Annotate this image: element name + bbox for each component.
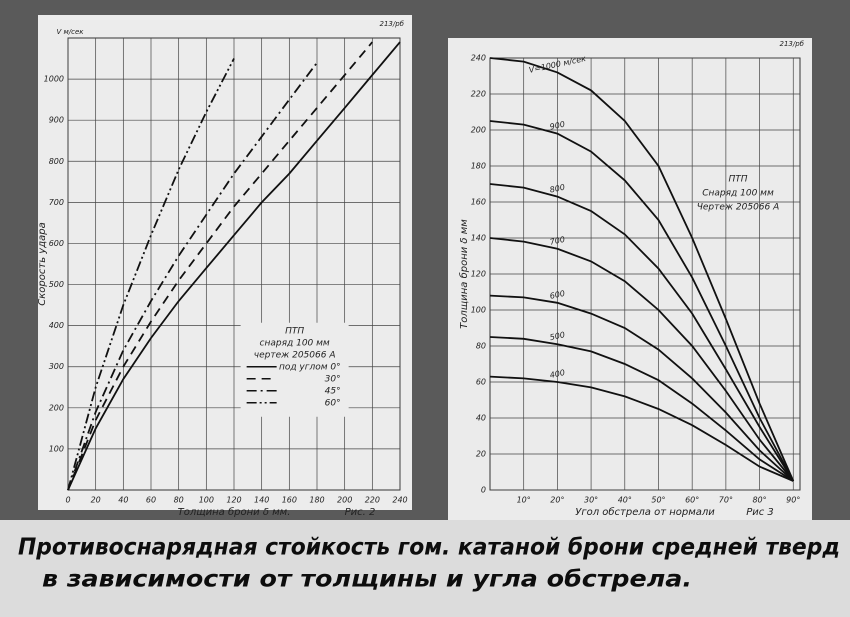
y-tick-label: 140 bbox=[471, 234, 486, 243]
caption-sheet bbox=[0, 520, 850, 617]
data-line bbox=[67, 41, 373, 491]
legend-label: 30° bbox=[325, 374, 341, 384]
y-tick-label: 700 bbox=[49, 198, 64, 207]
x-tick-label: 20 bbox=[91, 496, 101, 505]
legend-label: под углом 0° bbox=[279, 362, 341, 372]
x-tick-label: 160 bbox=[282, 496, 297, 505]
series-label: 800 bbox=[549, 183, 566, 195]
y-tick-label: 300 bbox=[49, 362, 64, 371]
data-line bbox=[489, 183, 795, 482]
caption-line: в зависимости от толщины и угла обстрела… bbox=[42, 567, 692, 593]
sheet-right bbox=[448, 38, 812, 520]
data-line bbox=[489, 57, 795, 482]
x-tick-label: 220 bbox=[365, 496, 380, 505]
x-axis-label: Толщина брони δ мм. bbox=[178, 506, 291, 518]
y-tick-label: 1000 bbox=[44, 75, 64, 84]
x-tick-label: 80 bbox=[174, 496, 184, 505]
unit-label: V м/сек bbox=[56, 28, 84, 36]
note: ПТП bbox=[728, 174, 747, 184]
y-tick-label: 600 bbox=[49, 239, 64, 248]
series-label: 400 bbox=[549, 368, 566, 380]
y-tick-label: 200 bbox=[471, 126, 486, 135]
y-tick-label: 80 bbox=[476, 342, 486, 351]
x-tick-label: 200 bbox=[337, 496, 352, 505]
y-tick-label: 800 bbox=[49, 157, 64, 166]
data-line bbox=[489, 294, 794, 482]
y-tick-label: 20 bbox=[476, 450, 486, 459]
y-tick-label: 0 bbox=[481, 486, 486, 495]
x-tick-label: 120 bbox=[226, 496, 241, 505]
y-axis-label: Скорость удара bbox=[37, 222, 48, 305]
x-tick-label: 40 bbox=[118, 496, 128, 505]
legend-title: ПТП bbox=[285, 326, 304, 336]
note: Чертеж 205066 А bbox=[697, 202, 780, 212]
legend-label: 45° bbox=[325, 386, 341, 396]
x-tick-label: 180 bbox=[309, 496, 324, 505]
y-tick-label: 220 bbox=[471, 90, 486, 99]
legend-title: чертеж 205066 А bbox=[254, 350, 336, 360]
y-tick-label: 900 bbox=[49, 116, 64, 125]
series-label: 700 bbox=[549, 235, 566, 247]
x-tick-label: 80° bbox=[752, 496, 766, 505]
figure-label: Рис 3 bbox=[746, 507, 774, 518]
x-tick-label: 60° bbox=[685, 496, 699, 505]
data-line bbox=[67, 58, 235, 491]
series-label: 900 bbox=[549, 120, 566, 132]
x-tick-label: 0 bbox=[65, 496, 70, 505]
y-tick-label: 200 bbox=[49, 403, 64, 412]
data-line bbox=[489, 120, 795, 482]
x-tick-label: 50° bbox=[651, 496, 665, 505]
x-tick-label: 20° bbox=[550, 496, 564, 505]
y-tick-label: 240 bbox=[471, 54, 486, 63]
legend-label: 60° bbox=[325, 398, 341, 408]
x-tick-label: 40° bbox=[618, 496, 632, 505]
x-tick-label: 10° bbox=[517, 496, 531, 505]
x-tick-label: 70° bbox=[719, 496, 733, 505]
y-tick-label: 100 bbox=[471, 306, 486, 315]
y-tick-label: 160 bbox=[471, 198, 486, 207]
sheet-left bbox=[38, 15, 412, 510]
legend-box bbox=[240, 322, 349, 417]
y-tick-label: 500 bbox=[49, 280, 64, 289]
x-tick-label: 240 bbox=[392, 496, 407, 505]
data-line bbox=[67, 62, 318, 491]
y-tick-label: 40 bbox=[476, 414, 486, 423]
series-label: 600 bbox=[549, 289, 566, 301]
x-axis-label: Угол обстрела от нормали bbox=[575, 506, 715, 518]
data-line bbox=[67, 41, 401, 491]
caption-line: Противоснарядная стойкость гом. катаной … bbox=[18, 535, 840, 561]
x-tick-label: 30° bbox=[584, 496, 598, 505]
y-tick-label: 180 bbox=[471, 162, 486, 171]
y-tick-label: 120 bbox=[471, 270, 486, 279]
y-tick-label: 400 bbox=[49, 321, 64, 330]
x-tick-label: 100 bbox=[199, 496, 214, 505]
note: Снаряд 100 мм bbox=[702, 188, 774, 198]
legend-title: снаряд 100 мм bbox=[260, 338, 330, 348]
data-line bbox=[489, 237, 794, 482]
series-label: 500 bbox=[549, 330, 566, 342]
y-tick-label: 100 bbox=[49, 444, 64, 453]
data-line bbox=[489, 336, 794, 482]
x-tick-label: 90° bbox=[786, 496, 800, 505]
corner-mark: 213/рб bbox=[380, 20, 405, 28]
corner-mark: 213/рб bbox=[780, 40, 805, 48]
y-axis-label: Толщина брони δ мм bbox=[458, 219, 470, 329]
y-tick-label: 60 bbox=[476, 378, 486, 387]
x-tick-label: 60 bbox=[146, 496, 156, 505]
x-tick-label: 140 bbox=[254, 496, 269, 505]
figure-label: Рис. 2 bbox=[345, 507, 376, 518]
data-line bbox=[489, 375, 794, 482]
